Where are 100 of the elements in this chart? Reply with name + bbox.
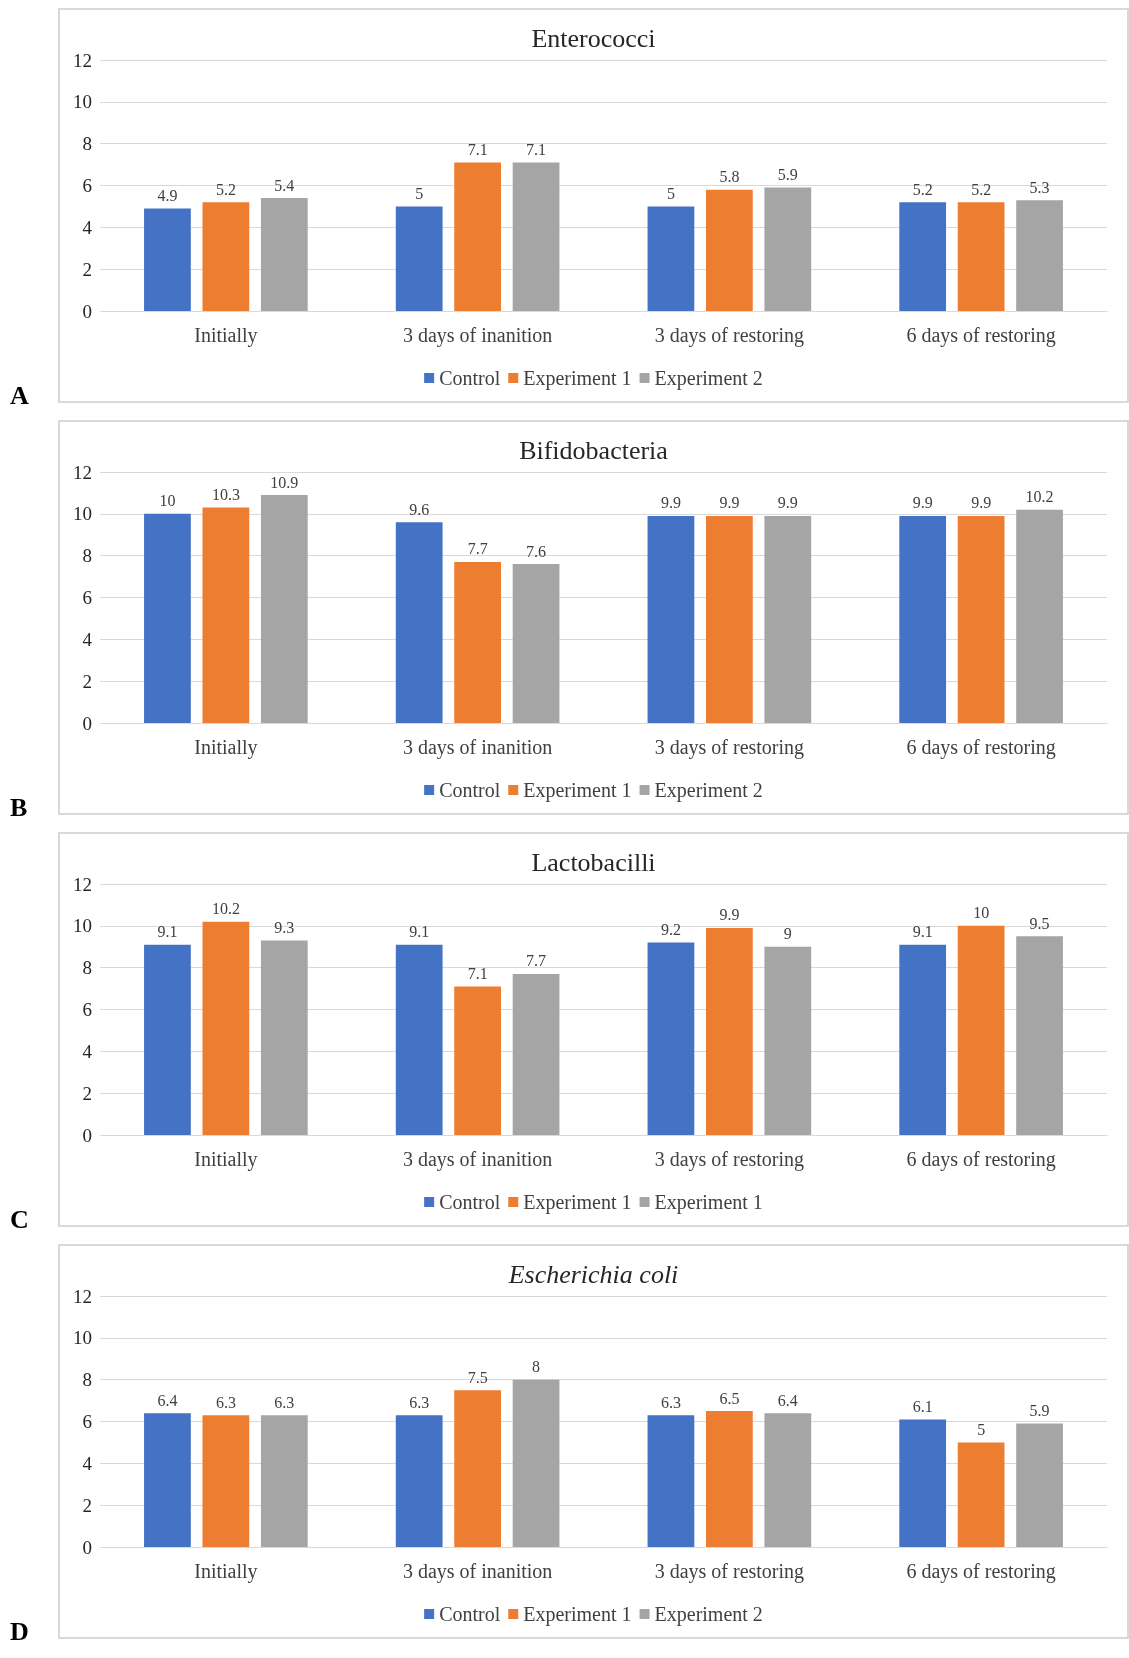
bar: [395, 206, 443, 311]
bar: [202, 921, 250, 1135]
bar: [899, 202, 947, 311]
bar: [1016, 200, 1063, 311]
y-tick-label: 12: [73, 49, 92, 71]
bar: [764, 1413, 812, 1547]
data-label: 6.3: [274, 1393, 295, 1411]
y-tick-label: 2: [82, 1494, 92, 1516]
bar: [957, 515, 1005, 723]
data-label: 5.4: [274, 176, 295, 194]
data-label: 10.2: [1025, 488, 1054, 506]
bar: [1016, 936, 1063, 1135]
legend-label: Experiment 1: [523, 1191, 632, 1214]
data-label: 5.9: [1029, 1402, 1050, 1420]
x-tick-label: 6 days of restoring: [906, 324, 1056, 347]
y-tick-label: 2: [82, 670, 92, 692]
data-label: 5.2: [215, 180, 236, 198]
legend-label: Control: [439, 1191, 501, 1213]
y-tick-label: 8: [82, 545, 92, 567]
x-tick-label: 6 days of restoring: [906, 1148, 1056, 1171]
y-tick-label: 4: [82, 628, 93, 650]
data-label: 8: [532, 1358, 541, 1376]
y-tick-label: 6: [82, 175, 92, 196]
y-tick-label: 6: [82, 999, 92, 1020]
bar: [899, 944, 947, 1135]
chart-title: Lactobacilli: [531, 847, 656, 877]
y-tick-label: 10: [73, 503, 92, 525]
data-label: 10: [973, 904, 990, 922]
x-tick-label: 3 days of restoring: [654, 1560, 805, 1583]
data-label: 6.5: [719, 1389, 740, 1407]
y-tick-label: 2: [82, 1082, 92, 1104]
data-label: 10.2: [211, 900, 240, 918]
data-label: 5.2: [912, 180, 933, 198]
legend-label: Experiment 2: [654, 779, 763, 802]
y-tick-label: 10: [73, 1327, 92, 1349]
x-tick-label: 3 days of inanition: [402, 736, 553, 759]
bar: [395, 522, 443, 723]
text: B: [10, 793, 28, 823]
x-tick-label: 3 days of restoring: [654, 736, 805, 759]
y-tick-label: 0: [82, 1124, 92, 1146]
text: D: [10, 1617, 29, 1647]
y-tick-label: 0: [82, 1536, 92, 1558]
data-label: 6.3: [409, 1393, 430, 1411]
bar: [454, 162, 501, 311]
legend-label: Control: [439, 367, 501, 389]
x-tick-label: 6 days of restoring: [906, 1560, 1056, 1583]
legend-label: Experiment 1: [654, 1191, 763, 1214]
bar: [260, 1415, 308, 1547]
x-tick-label: 3 days of inanition: [402, 1148, 553, 1171]
x-tick-label: Initially: [194, 1560, 258, 1583]
y-tick-label: 8: [82, 957, 92, 979]
bar: [647, 206, 695, 311]
x-tick-label: Initially: [194, 324, 258, 347]
bar: [899, 1419, 947, 1547]
data-label: 4.9: [157, 187, 178, 205]
legend-label: Experiment 2: [654, 367, 763, 390]
legend-label: Control: [439, 779, 501, 801]
legend-label: Experiment 1: [523, 1603, 632, 1626]
bar: [395, 944, 443, 1135]
data-label: 9.9: [719, 906, 740, 924]
x-tick-label: Initially: [194, 736, 258, 759]
bar: [260, 198, 308, 311]
x-tick-label: 3 days of inanition: [402, 324, 553, 347]
data-label: 6.4: [157, 1391, 178, 1409]
y-tick-label: 4: [82, 1452, 93, 1474]
data-label: 5.3: [1029, 178, 1050, 196]
data-label: 9: [783, 925, 792, 943]
bar: [395, 1415, 443, 1547]
data-label: 7.1: [467, 140, 488, 158]
data-label: 5.2: [971, 180, 992, 198]
data-label: 5.8: [719, 168, 740, 186]
bar: [706, 927, 753, 1135]
data-label: 9.3: [274, 918, 295, 936]
data-label: 9.1: [409, 923, 430, 941]
bar: [957, 1442, 1005, 1547]
data-label: 6.1: [912, 1397, 933, 1415]
text: C: [10, 1205, 29, 1235]
text: A: [10, 381, 29, 411]
bar: [706, 515, 753, 723]
data-label: 5: [666, 184, 675, 202]
bar: [1016, 509, 1063, 723]
data-label: 9.2: [660, 921, 681, 939]
bar: [454, 561, 501, 723]
y-tick-label: 0: [82, 300, 92, 322]
bar: [647, 515, 695, 723]
data-label: 9.5: [1029, 914, 1050, 932]
bar: [202, 1415, 250, 1547]
bar: [144, 513, 191, 723]
x-tick-label: 3 days of restoring: [654, 324, 805, 347]
x-tick-label: 3 days of restoring: [654, 1148, 805, 1171]
data-label: 6.3: [660, 1393, 681, 1411]
bar: [144, 208, 191, 311]
data-label: 10.9: [270, 473, 299, 491]
data-label: 9.9: [719, 494, 740, 512]
bar: [512, 1379, 560, 1547]
data-label: 7.1: [526, 140, 547, 158]
x-tick-label: Initially: [194, 1148, 258, 1171]
legend-label: Experiment 1: [523, 779, 632, 802]
data-label: 5: [977, 1420, 986, 1438]
bar: [706, 189, 753, 311]
